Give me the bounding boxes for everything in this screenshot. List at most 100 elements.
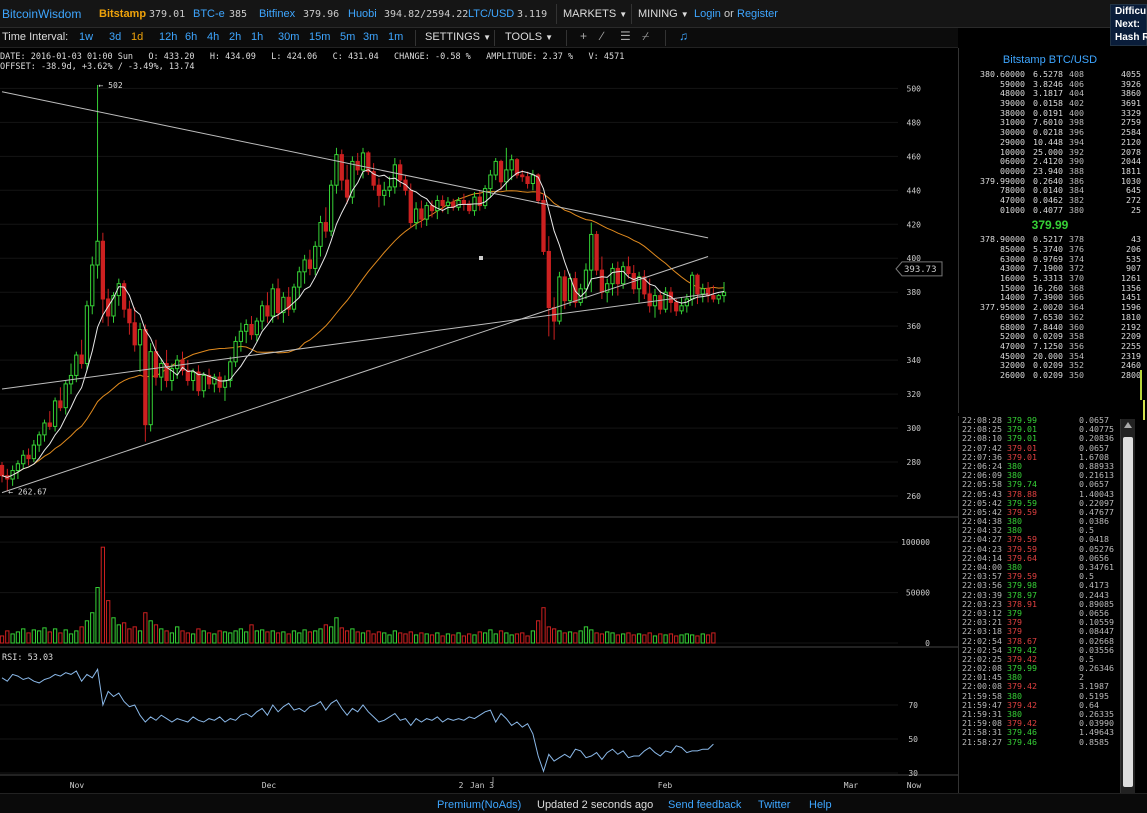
interval-4h[interactable]: 4h [207, 31, 220, 43]
interval-2h[interactable]: 2h [229, 31, 242, 43]
tools-menu[interactable]: TOOLS ▼ [505, 31, 553, 43]
exchange-huobi[interactable]: Huobi [348, 8, 377, 20]
trade-row: 22:02:25 379.42 0.5 [959, 654, 1134, 664]
exchange-bitfinex[interactable]: Bitfinex [259, 8, 296, 20]
orderbook-cell: 0.0218 [1033, 127, 1063, 138]
candle-body [647, 293, 652, 307]
interval-3m[interactable]: 3m [363, 31, 379, 43]
interval-3d[interactable]: 3d [109, 31, 122, 43]
trade-time: 22:05:58 [962, 479, 1002, 490]
candle-body [530, 174, 536, 184]
trade-row: 22:07:42 379.01 0.0657 [959, 443, 1134, 453]
scroll-up-icon[interactable] [1124, 422, 1132, 428]
orderbook-cell: 0.0158 [1033, 98, 1063, 109]
volume-bar [589, 629, 594, 644]
volume-bar [419, 632, 424, 644]
trade-row: 22:04:00 380 0.34761 [959, 562, 1134, 572]
difficulty-panel[interactable]: Difficu Next: Hash R [1110, 4, 1147, 46]
candle-body [249, 323, 254, 336]
volume-bar [270, 630, 275, 644]
scrollbar-thumb[interactable] [1123, 437, 1133, 787]
price-tick-label: 380 [907, 288, 922, 297]
trade-row: 22:06:24 380 0.88933 [959, 461, 1134, 471]
volume-bar [63, 629, 68, 644]
volume-bar [514, 633, 520, 644]
trade-price: 380 [1007, 470, 1022, 481]
send-feedback-link[interactable]: Send feedback [668, 799, 742, 811]
settings-label: SETTINGS [425, 31, 481, 43]
volume-bar [642, 634, 647, 644]
trade-amount: 0.26346 [1079, 663, 1114, 674]
trade-row: 22:03:39 378.97 0.2443 [959, 590, 1134, 600]
twitter-link[interactable]: Twitter [758, 799, 791, 811]
exchange-ltcusd[interactable]: LTC/USD [468, 8, 515, 20]
interval-6h[interactable]: 6h [185, 31, 198, 43]
exchange-bitstamp[interactable]: Bitstamp [99, 8, 147, 20]
candle-body [334, 154, 339, 186]
trade-time: 22:04:23 [962, 543, 1002, 554]
fibonacci-icon[interactable]: ☰ [620, 29, 631, 43]
volume-bar [636, 633, 642, 644]
mining-menu[interactable]: MINING ▼ [638, 8, 689, 20]
orderbook-cell: 907 [1126, 263, 1141, 274]
trade-price: 379.99 [1007, 416, 1037, 425]
trade-amount: 0.0656 [1079, 552, 1109, 563]
trades-scrollbar[interactable] [1120, 419, 1135, 793]
interval-30m[interactable]: 30m [278, 31, 300, 43]
trade-row: 22:04:23 379.59 0.05276 [959, 543, 1134, 554]
line-draw-icon[interactable]: ∕ [601, 29, 604, 43]
candle-body [244, 323, 249, 332]
orderbook-cell: 20.000 [1033, 350, 1063, 361]
orderbook-ask-row: 59000 3.8246 406 3926 [959, 78, 1141, 90]
trades-list[interactable]: 22:08:28 379.99 0.0657 22:08:25 379.01 0.4077… [958, 416, 1134, 793]
volume-bar [228, 632, 233, 644]
candle-body [366, 152, 371, 173]
trade-price: 379 [1007, 626, 1022, 637]
orderbook-ask-row: 00000 23.940 388 1811 [959, 166, 1141, 177]
orderbook-cell: 5.3313 [1033, 273, 1063, 284]
candle-body [307, 259, 313, 269]
price-tick-label: 340 [907, 356, 922, 365]
settings-menu[interactable]: SETTINGS ▼ [425, 31, 491, 43]
interval-1h[interactable]: 1h [251, 31, 264, 43]
volume-bar [536, 620, 541, 644]
ohlc-info: DATE: 2016-01-03 01:00 Sun O: 433.20 H: … [0, 52, 624, 72]
candle-body [297, 271, 302, 288]
trade-row: 22:05:43 378.88 1.40043 [959, 488, 1134, 499]
exchange-btce[interactable]: BTC-e [193, 8, 225, 20]
interval-15m[interactable]: 15m [309, 31, 331, 43]
orderbook-cell: 3926 [1121, 78, 1141, 89]
volume-bar [244, 631, 249, 644]
volume-bar [551, 628, 557, 644]
trade-amount: 1.40043 [1079, 488, 1114, 499]
price-chart[interactable]: 5004804604404204003803603403203002802601… [0, 48, 958, 793]
login-link[interactable]: Login [694, 8, 721, 20]
interval-1w[interactable]: 1w [79, 31, 94, 43]
help-link[interactable]: Help [809, 799, 832, 811]
premium-link[interactable]: Premium(NoAds) [437, 799, 522, 811]
trade-time: 22:08:10 [962, 433, 1002, 444]
trade-row: 22:02:54 378.67 0.02668 [959, 636, 1134, 646]
interval-1m[interactable]: 1m [388, 31, 404, 43]
interval-1d[interactable]: 1d [131, 31, 144, 43]
trade-price: 379.46 [1007, 727, 1037, 738]
volume-bar [387, 634, 392, 644]
brand-logo[interactable]: BitcoinWisdom [2, 7, 82, 21]
interval-5m[interactable]: 5m [340, 31, 356, 43]
markets-menu[interactable]: MARKETS ▼ [563, 8, 627, 20]
trade-time: 22:06:09 [962, 470, 1002, 481]
register-link[interactable]: Register [737, 8, 778, 20]
trade-row: 22:05:42 379.59 0.22097 [959, 498, 1134, 508]
volume-bar [668, 633, 674, 644]
volume-bar [583, 626, 589, 644]
plus-icon[interactable]: + [580, 29, 588, 43]
orderbook-cell: 0.2640 [1033, 175, 1063, 186]
orderbook-cell: 272 [1126, 194, 1141, 205]
interval-12h[interactable]: 12h [159, 31, 178, 43]
orderbook-cell: 0.9769 [1033, 253, 1063, 264]
candle-body [562, 276, 567, 302]
bell-icon[interactable]: ♫ [679, 29, 688, 43]
candle-body [594, 233, 599, 271]
erase-icon[interactable]: ⌿ [642, 29, 650, 43]
volume-bar [10, 633, 15, 644]
